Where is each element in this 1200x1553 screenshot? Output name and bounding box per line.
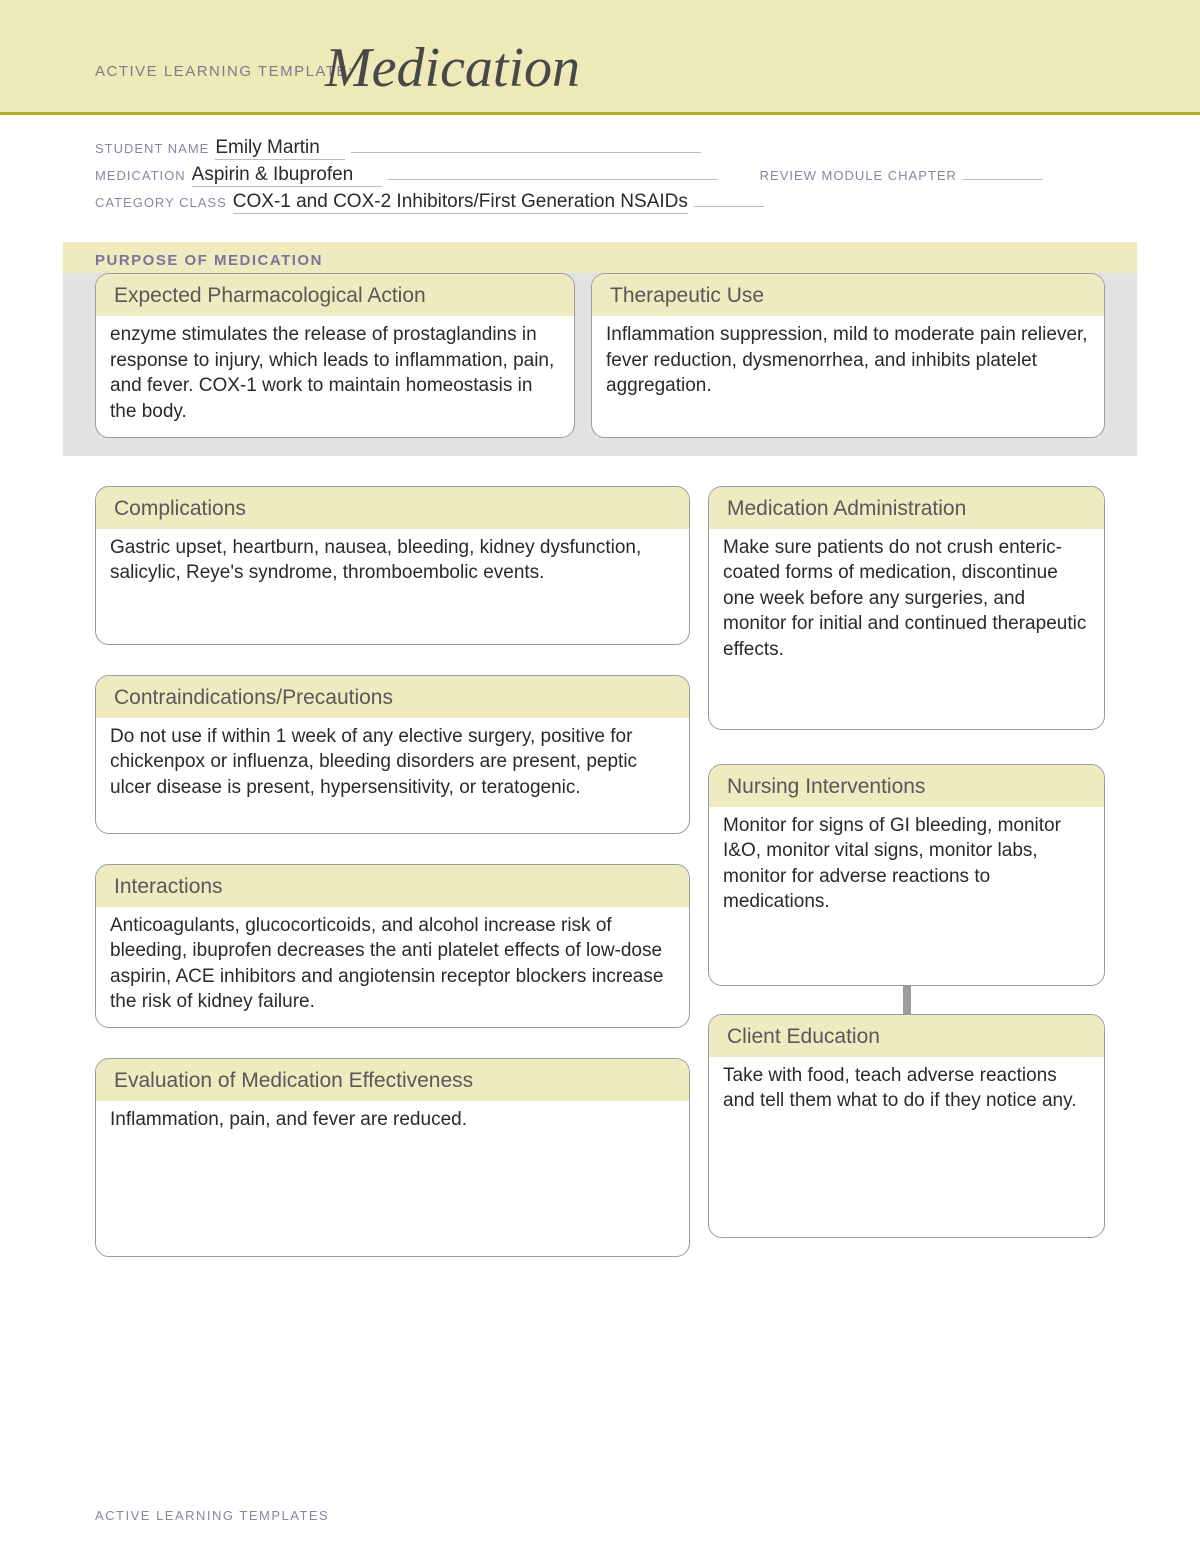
main-grid: Complications Gastric upset, heartburn, …: [0, 456, 1200, 1258]
card-contraindications: Contraindications/Precautions Do not use…: [95, 675, 690, 834]
card-title: Nursing Interventions: [709, 765, 1104, 807]
card-complications: Complications Gastric upset, heartburn, …: [95, 486, 690, 645]
header-band: ACTIVE LEARNING TEMPLATE: Medication: [0, 0, 1200, 115]
student-name-value: Emily Martin: [215, 137, 345, 160]
card-body: Do not use if within 1 week of any elect…: [96, 718, 689, 833]
category-class-label: CATEGORY CLASS: [95, 195, 227, 210]
card-body: Inflammation, pain, and fever are reduce…: [96, 1101, 689, 1256]
card-body: Monitor for signs of GI bleeding, monito…: [709, 807, 1104, 985]
card-title: Evaluation of Medication Effectiveness: [96, 1059, 689, 1101]
student-name-label: STUDENT NAME: [95, 141, 209, 156]
category-class-value: COX-1 and COX-2 Inhibitors/First Generat…: [233, 191, 688, 214]
card-title: Therapeutic Use: [592, 274, 1104, 316]
template-prefix: ACTIVE LEARNING TEMPLATE:: [95, 63, 354, 80]
connector-line: [903, 986, 911, 1014]
card-title: Medication Administration: [709, 487, 1104, 529]
card-body: enzyme stimulates the release of prostag…: [96, 316, 574, 437]
card-therapeutic-use: Therapeutic Use Inflammation suppression…: [591, 273, 1105, 438]
card-body: Make sure patients do not crush enteric-…: [709, 529, 1104, 729]
card-pharmacological-action: Expected Pharmacological Action enzyme s…: [95, 273, 575, 438]
underline: [351, 138, 701, 153]
card-medication-administration: Medication Administration Make sure pati…: [708, 486, 1105, 730]
card-title: Interactions: [96, 865, 689, 907]
underline: [388, 165, 718, 180]
right-column: Medication Administration Make sure pati…: [708, 486, 1105, 1258]
left-column: Complications Gastric upset, heartburn, …: [95, 486, 690, 1258]
card-title: Complications: [96, 487, 689, 529]
card-client-education: Client Education Take with food, teach a…: [708, 1014, 1105, 1238]
card-title: Client Education: [709, 1015, 1104, 1057]
card-body: Inflammation suppression, mild to modera…: [592, 316, 1104, 437]
underline: [963, 165, 1043, 180]
card-nursing-interventions: Nursing Interventions Monitor for signs …: [708, 764, 1105, 986]
card-body: Anticoagulants, glucocorticoids, and alc…: [96, 907, 689, 1028]
medication-value: Aspirin & Ibuprofen: [192, 164, 382, 187]
card-body: Gastric upset, heartburn, nausea, bleedi…: [96, 529, 689, 644]
underline: [694, 192, 764, 207]
card-evaluation: Evaluation of Medication Effectiveness I…: [95, 1058, 690, 1257]
purpose-container: Expected Pharmacological Action enzyme s…: [63, 273, 1137, 456]
card-interactions: Interactions Anticoagulants, glucocortic…: [95, 864, 690, 1029]
card-body: Take with food, teach adverse reactions …: [709, 1057, 1104, 1237]
section-purpose-header: PURPOSE OF MEDICATION: [63, 242, 1137, 273]
meta-block: STUDENT NAME Emily Martin MEDICATION Asp…: [0, 115, 1200, 228]
medication-label: MEDICATION: [95, 168, 186, 183]
card-title: Expected Pharmacological Action: [96, 274, 574, 316]
footer-text: ACTIVE LEARNING TEMPLATES: [95, 1508, 329, 1523]
card-title: Contraindications/Precautions: [96, 676, 689, 718]
template-title: Medication: [325, 36, 580, 100]
review-module-label: REVIEW MODULE CHAPTER: [760, 168, 957, 183]
